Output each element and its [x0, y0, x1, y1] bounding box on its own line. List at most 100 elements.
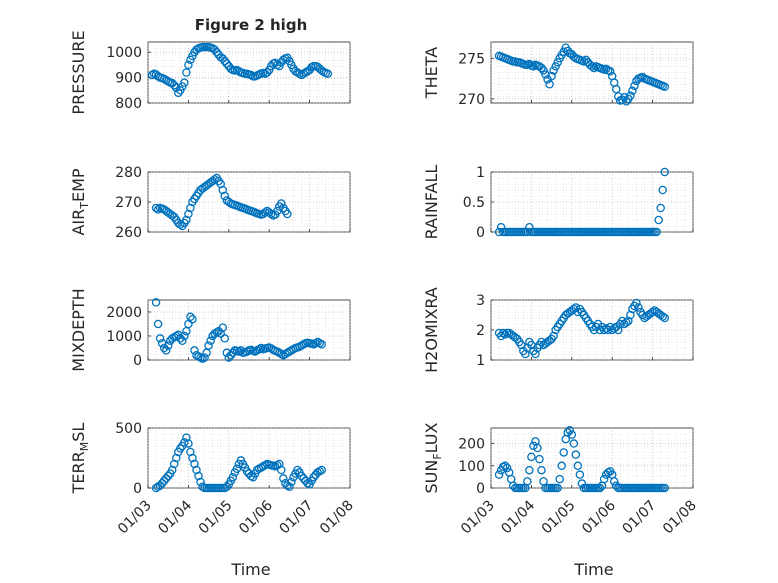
data-point — [575, 470, 585, 479]
y-tick-label: 260 — [115, 225, 142, 241]
data-point — [246, 70, 256, 80]
data-point — [293, 465, 302, 475]
data-point — [180, 331, 189, 341]
subplot-mixdepth: 0 1000 2000 MIXDEPTH — [69, 288, 351, 372]
data-point — [599, 474, 609, 484]
data-point — [226, 64, 236, 73]
y-axis-label: MIXDEPTH — [69, 288, 88, 371]
y-tick-label: 270 — [115, 195, 142, 211]
series-markers — [147, 42, 333, 98]
data-point — [196, 477, 205, 487]
data-point — [545, 80, 554, 89]
data-point — [295, 69, 304, 79]
y-tick-label: 2000 — [106, 305, 142, 321]
y-tick-label: 100 — [458, 459, 485, 475]
data-point — [494, 227, 504, 237]
data-point — [222, 482, 232, 492]
data-point — [630, 81, 639, 91]
data-point — [541, 70, 550, 79]
series-markers — [151, 173, 292, 231]
data-point — [188, 314, 197, 324]
x-axis-label-right: Time — [573, 560, 613, 579]
y-axis-label: SUNFLUX — [422, 422, 444, 493]
y-tick-label: 0.5 — [463, 195, 485, 211]
data-point — [563, 428, 573, 437]
data-point — [601, 324, 611, 333]
data-point — [622, 318, 631, 327]
data-point — [571, 303, 581, 312]
data-point — [232, 464, 242, 474]
y-tick-label: 3 — [476, 293, 485, 309]
data-point — [622, 97, 631, 106]
x-axis-label-left: Time — [230, 560, 270, 579]
data-point — [609, 324, 619, 333]
y-axis-label: THETA — [422, 47, 441, 99]
y-tick-label: 1 — [476, 353, 485, 369]
y-tick-label: 0 — [133, 481, 142, 497]
data-point — [236, 346, 246, 355]
data-point — [557, 461, 566, 471]
x-tick-label: 01/04 — [498, 497, 538, 537]
data-point — [537, 465, 546, 475]
data-point — [559, 448, 568, 457]
data-point — [537, 63, 546, 73]
data-point — [184, 439, 193, 448]
data-point — [161, 346, 171, 355]
data-point — [218, 323, 227, 332]
data-point — [190, 346, 199, 355]
data-point — [620, 93, 629, 102]
data-point — [654, 215, 663, 225]
data-point — [525, 465, 534, 475]
x-tick-label: 01/07 — [620, 498, 660, 538]
y-tick-label: 0 — [133, 353, 142, 369]
x-tick-label: 01/04 — [155, 497, 195, 537]
data-point — [529, 62, 538, 71]
x-tick-label: 01/05 — [196, 498, 236, 538]
data-point — [658, 312, 667, 321]
data-point — [285, 482, 294, 492]
subplot-sun-flux: 0 100 200 01/03 01/04 01/05 01/06 01/07 01/08 SUN… — [422, 422, 700, 537]
data-point — [182, 68, 191, 77]
data-point — [589, 63, 599, 73]
series-markers — [151, 298, 326, 364]
data-point — [279, 474, 288, 483]
data-point — [220, 334, 230, 343]
series-markers — [494, 425, 669, 493]
data-point — [317, 465, 326, 475]
data-point — [147, 70, 157, 80]
y-tick-label: 0 — [476, 481, 485, 497]
data-point — [218, 54, 227, 63]
data-point — [660, 167, 669, 177]
data-point — [559, 47, 568, 57]
y-tick-label: 2 — [476, 323, 485, 339]
data-point — [317, 340, 326, 349]
data-point — [307, 63, 316, 72]
data-point — [565, 425, 575, 435]
subplot-air-temp: 260 270 280 AIRTEMP — [69, 165, 351, 241]
data-point — [626, 91, 635, 100]
data-point — [283, 209, 292, 219]
subplot-h2omixra: 1 2 3 H2OMIXRA — [422, 287, 694, 373]
x-tick-label: 01/08 — [317, 498, 357, 538]
data-point — [212, 47, 221, 57]
y-axis-label: TERRMSL — [69, 423, 91, 495]
data-point — [210, 175, 219, 184]
data-point — [605, 67, 615, 76]
data-point — [660, 82, 669, 91]
data-point — [153, 319, 163, 329]
data-point — [228, 348, 238, 358]
subplot-terr-msl: 0 500 01/03 01/04 01/05 01/06 01/07 01/08 TERRMS… — [69, 421, 357, 537]
data-point — [163, 471, 173, 481]
data-point — [151, 298, 161, 307]
data-point — [176, 444, 185, 453]
data-point — [648, 307, 657, 317]
x-tick-label: 01/07 — [277, 498, 317, 538]
data-point — [500, 330, 510, 339]
data-point — [547, 71, 556, 81]
data-point — [553, 58, 562, 67]
data-point — [535, 454, 544, 464]
data-point — [656, 203, 665, 213]
series-markers — [494, 43, 669, 106]
data-point — [553, 483, 562, 493]
